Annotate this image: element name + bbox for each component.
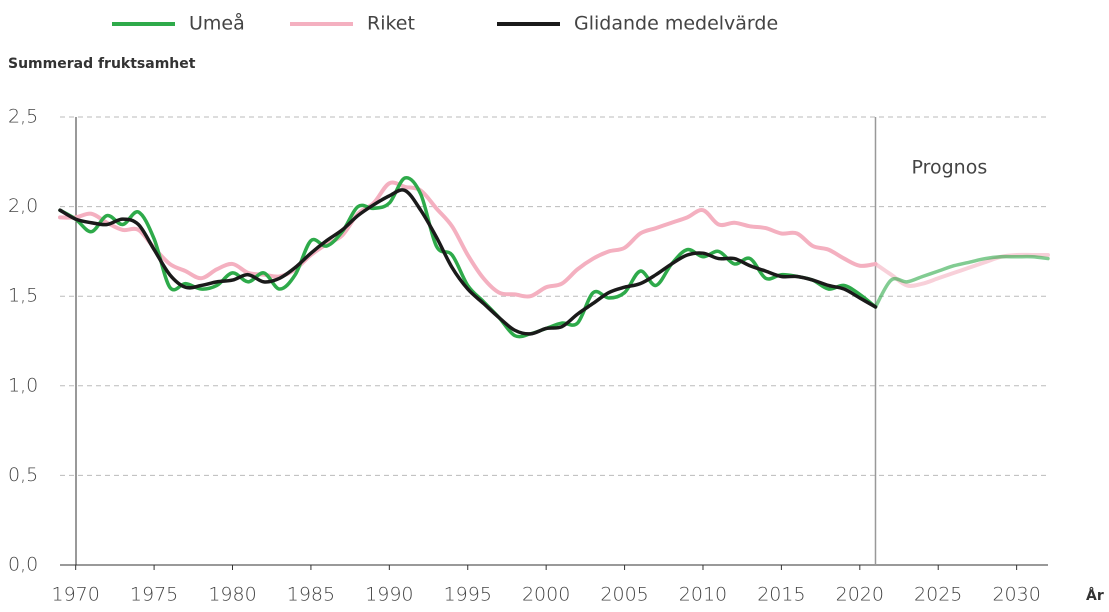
y-axis-label: Summerad fruktsamhet (8, 56, 196, 72)
y-tick-label: 2,5 (8, 106, 38, 128)
y-tick-label: 2,0 (8, 195, 38, 217)
y-tick-label: 0,5 (8, 464, 38, 486)
line-series (873, 254, 1050, 309)
x-tick-label: 1985 (287, 584, 335, 606)
line-series (58, 188, 878, 336)
legend-label: Riket (367, 13, 415, 35)
legend-label: Umeå (189, 12, 245, 35)
y-tick-label: 0,0 (8, 554, 38, 576)
y-tick-label: 1,5 (8, 285, 38, 307)
x-tick-label: 2015 (757, 584, 805, 606)
x-tick-label: 2000 (522, 584, 570, 606)
x-tick-label: 2030 (992, 584, 1040, 606)
legend-label: Glidande medelvärde (574, 13, 778, 35)
x-tick-label: 1970 (52, 584, 100, 606)
x-axis-label: År (1086, 587, 1104, 604)
annotation: Prognos (911, 157, 987, 179)
line-series (58, 180, 878, 299)
x-tick-label: 2010 (679, 584, 727, 606)
x-tick-label: 1990 (365, 584, 413, 606)
y-tick-label: 1,0 (8, 374, 38, 396)
x-tick-label: 2020 (836, 584, 884, 606)
x-tick-label: 1995 (444, 584, 492, 606)
x-tick-label: 2005 (600, 584, 648, 606)
x-tick-label: 1980 (208, 584, 256, 606)
x-tick-label: 2025 (914, 584, 962, 606)
line-series (873, 252, 1050, 288)
x-tick-label: 1975 (130, 584, 178, 606)
